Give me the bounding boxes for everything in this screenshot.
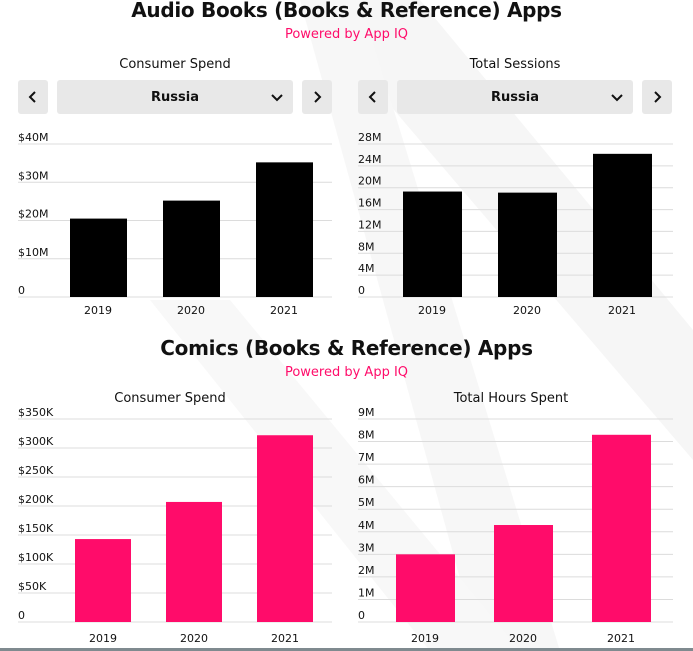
- consumer-spend-chart-comics: $350K $300K $250K $200K $150K $100K $50K 0 2019 2…: [18, 406, 332, 645]
- y-tick-label: 28M: [358, 131, 382, 144]
- y-tick-label: 5M: [358, 496, 375, 509]
- bottom-scrollbar-strip: [0, 648, 693, 651]
- y-tick-label: $50K: [18, 580, 47, 593]
- section-title-comics: Comics (Books & Reference) Apps: [160, 336, 533, 360]
- y-tick-label: $350K: [18, 406, 54, 419]
- bar-2019[interactable]: [75, 539, 131, 622]
- x-tick-label: 2020: [509, 632, 537, 645]
- consumer-spend-chart-audio: $40M $30M $20M $10M 0 2019 2020 2021: [18, 131, 332, 317]
- chevron-right-icon: [314, 91, 322, 103]
- prev-country-button[interactable]: [358, 80, 388, 114]
- bar-2019[interactable]: [70, 218, 127, 297]
- bar-2020[interactable]: [166, 501, 222, 622]
- country-select-right[interactable]: Russia: [397, 80, 633, 114]
- x-tick-label: 2019: [411, 632, 439, 645]
- x-tick-label: 2019: [84, 304, 112, 317]
- x-tick-label: 2021: [607, 632, 635, 645]
- y-tick-label: $250K: [18, 464, 54, 477]
- y-tick-label: 8M: [358, 240, 375, 253]
- next-country-button[interactable]: [302, 80, 332, 114]
- chart-title-total-sessions: Total Sessions: [469, 57, 561, 72]
- country-select-value: Russia: [491, 89, 539, 105]
- bar-2021[interactable]: [257, 435, 313, 622]
- x-tick-label: 2021: [270, 304, 298, 317]
- bar-2020[interactable]: [163, 200, 220, 297]
- y-tick-label: 24M: [358, 153, 382, 166]
- y-tick-label: 7M: [358, 451, 375, 464]
- prev-country-button[interactable]: [18, 80, 48, 114]
- total-sessions-chart-audio: 28M 24M 20M 16M 12M 8M 4M 0 2019 2020 2021: [358, 131, 673, 317]
- bar-2021[interactable]: [592, 434, 651, 622]
- y-tick-label: 3M: [358, 541, 375, 554]
- bar-2020[interactable]: [494, 525, 553, 622]
- total-hours-spent-chart-comics: 9M 8M 7M 6M 5M 4M 3M 2M 1M 0 2019 2020 2021: [358, 406, 673, 645]
- chevron-right-icon: [654, 91, 662, 103]
- x-tick-label: 2020: [177, 304, 205, 317]
- country-select-value: Russia: [151, 89, 199, 105]
- y-tick-label: 4M: [358, 519, 375, 532]
- y-tick-label: $150K: [18, 522, 54, 535]
- next-country-button[interactable]: [642, 80, 672, 114]
- y-tick-label: 2M: [358, 564, 375, 577]
- chevron-down-icon: [271, 94, 283, 102]
- x-tick-label: 2020: [180, 632, 208, 645]
- section-title-audio-books: Audio Books (Books & Reference) Apps: [131, 0, 562, 22]
- y-tick-label: 12M: [358, 218, 382, 231]
- country-select-left[interactable]: Russia: [57, 80, 293, 114]
- y-tick-label: 6M: [358, 474, 375, 487]
- y-tick-label: $40M: [18, 131, 49, 144]
- bar-2019[interactable]: [403, 191, 462, 297]
- chevron-left-icon: [368, 91, 376, 103]
- y-tick-label: $100K: [18, 551, 54, 564]
- x-tick-label: 2019: [418, 304, 446, 317]
- chart-title-total-hours-spent: Total Hours Spent: [453, 391, 569, 406]
- y-tick-label: 4M: [358, 262, 375, 275]
- y-tick-label: 0: [18, 609, 25, 622]
- y-tick-label: $20M: [18, 208, 49, 221]
- x-tick-label: 2019: [89, 632, 117, 645]
- powered-by-label[interactable]: Powered by App IQ: [284, 27, 409, 42]
- x-tick-label: 2021: [608, 304, 636, 317]
- powered-by-label[interactable]: Powered by App IQ: [284, 365, 409, 380]
- bar-2019[interactable]: [396, 554, 455, 622]
- bar-2020[interactable]: [498, 192, 557, 297]
- y-tick-label: 20M: [358, 175, 382, 188]
- chevron-left-icon: [28, 91, 36, 103]
- y-tick-label: 0: [358, 609, 365, 622]
- x-tick-label: 2020: [513, 304, 541, 317]
- chevron-down-icon: [611, 94, 623, 102]
- chart-title-consumer-spend: Consumer Spend: [114, 391, 226, 406]
- bar-2021[interactable]: [593, 153, 652, 297]
- y-tick-label: 0: [18, 284, 25, 297]
- x-tick-label: 2021: [271, 632, 299, 645]
- y-tick-label: $30M: [18, 169, 49, 182]
- y-tick-label: 8M: [358, 429, 375, 442]
- y-tick-label: 0: [358, 284, 365, 297]
- y-tick-label: $10M: [18, 246, 49, 259]
- y-tick-label: $300K: [18, 435, 54, 448]
- y-tick-label: $200K: [18, 493, 54, 506]
- y-tick-label: 9M: [358, 406, 375, 419]
- chart-title-consumer-spend: Consumer Spend: [119, 57, 231, 72]
- y-tick-label: 16M: [358, 197, 382, 210]
- y-tick-label: 1M: [358, 586, 375, 599]
- bar-2021[interactable]: [256, 162, 313, 297]
